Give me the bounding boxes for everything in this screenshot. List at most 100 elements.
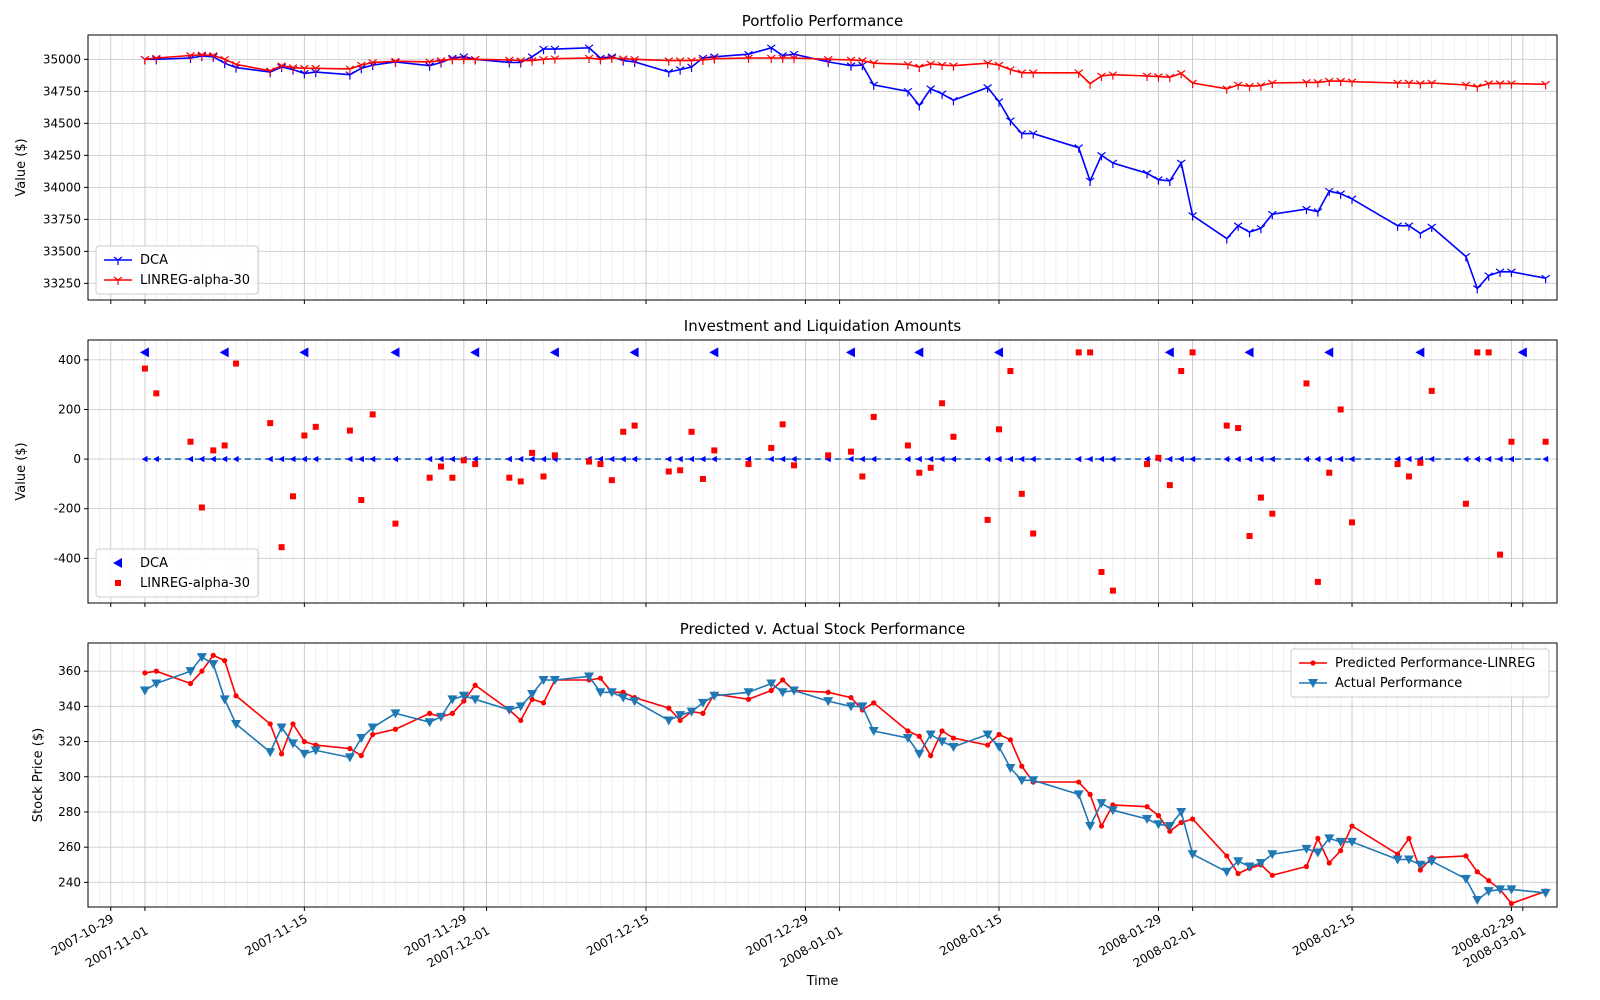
baseline-point [506,455,512,463]
data-point [551,452,558,459]
data-point [1005,763,1016,773]
data-point [504,705,515,715]
data-point [1347,195,1357,204]
data-point [868,727,879,736]
baseline-point [1257,455,1264,463]
data-point [391,57,400,67]
data-point [367,723,378,733]
data-point [857,702,868,712]
baseline-point [1337,455,1344,463]
data-point [356,734,367,744]
axes-frame [87,339,1558,604]
data-point [949,62,958,71]
data-point [949,96,958,106]
data-point [618,693,629,703]
data-point [1472,895,1483,905]
baseline-point [1405,455,1412,463]
data-point [1472,83,1482,92]
data-point [1336,77,1345,87]
data-point [859,473,866,480]
data-point [1336,190,1345,199]
data-point [436,712,447,722]
data-point [1097,151,1106,161]
baseline-point [1143,455,1150,463]
data-point [550,55,560,64]
data-point [470,347,480,358]
data-point [346,427,353,434]
data-point [1495,268,1505,277]
data-point [1233,222,1243,231]
data-point [1085,822,1096,832]
data-point [187,438,194,445]
data-point [344,753,355,763]
data-point [1153,820,1164,830]
y-axis-label: Value ($) [14,442,29,500]
data-point [904,442,911,449]
baseline-point [608,455,615,463]
data-point [1154,176,1163,185]
y-tick-label: 280 [58,805,81,819]
y-axis-label: Value ($) [14,138,29,196]
data-point [665,468,672,475]
data-point [1267,850,1278,860]
data-point [345,65,355,74]
data-point [1087,349,1094,356]
data-point [825,689,831,695]
data-point [687,57,696,66]
data-point [515,702,526,712]
data-point [1019,763,1025,769]
data-point [1472,284,1482,294]
data-point [1497,551,1504,558]
data-point [914,749,925,759]
data-point [427,710,433,717]
data-point [1313,78,1323,88]
data-point [664,68,674,78]
data-point [1314,578,1321,585]
data-point [1144,461,1151,468]
data-point [1018,490,1025,497]
data-point [1415,347,1425,358]
data-point [141,365,148,372]
data-point [277,62,286,71]
data-point [1393,79,1402,89]
data-point [425,58,434,67]
data-point [1144,804,1150,810]
data-point [677,467,684,474]
axes-frame [87,642,1558,908]
data-point [928,753,934,759]
data-point [1108,71,1118,80]
data-point [1404,222,1414,231]
data-point [595,688,606,698]
data-point [916,469,923,476]
data-point [1474,349,1481,356]
data-point [1337,406,1344,413]
data-point [424,718,435,728]
data-point [1404,79,1414,89]
data-point [768,444,775,451]
data-point [1495,80,1505,89]
data-point [549,675,560,685]
data-point [368,59,378,68]
data-point [233,360,240,367]
data-point [1142,72,1152,81]
data-point [1269,872,1275,878]
legend-marker [115,580,121,586]
x-tick-label: 2008-01-15 [937,911,1004,958]
chart-title: Portfolio Performance [742,12,904,30]
data-point [1393,222,1402,231]
grid [87,35,1558,300]
data-point [1233,81,1243,90]
data-point [151,54,161,64]
data-point [1187,850,1198,860]
series-2 [140,51,1550,94]
legend-marker [1308,679,1318,688]
data-point [1256,224,1266,234]
baseline-point [1462,455,1469,463]
data-point [1076,779,1082,785]
legend-label: Actual Performance [1335,676,1462,691]
baseline-point [1542,455,1549,463]
data-point [197,51,207,60]
x-tick-label: 2007-11-15 [242,911,309,958]
baseline-point [267,455,273,463]
data-point [688,428,695,435]
